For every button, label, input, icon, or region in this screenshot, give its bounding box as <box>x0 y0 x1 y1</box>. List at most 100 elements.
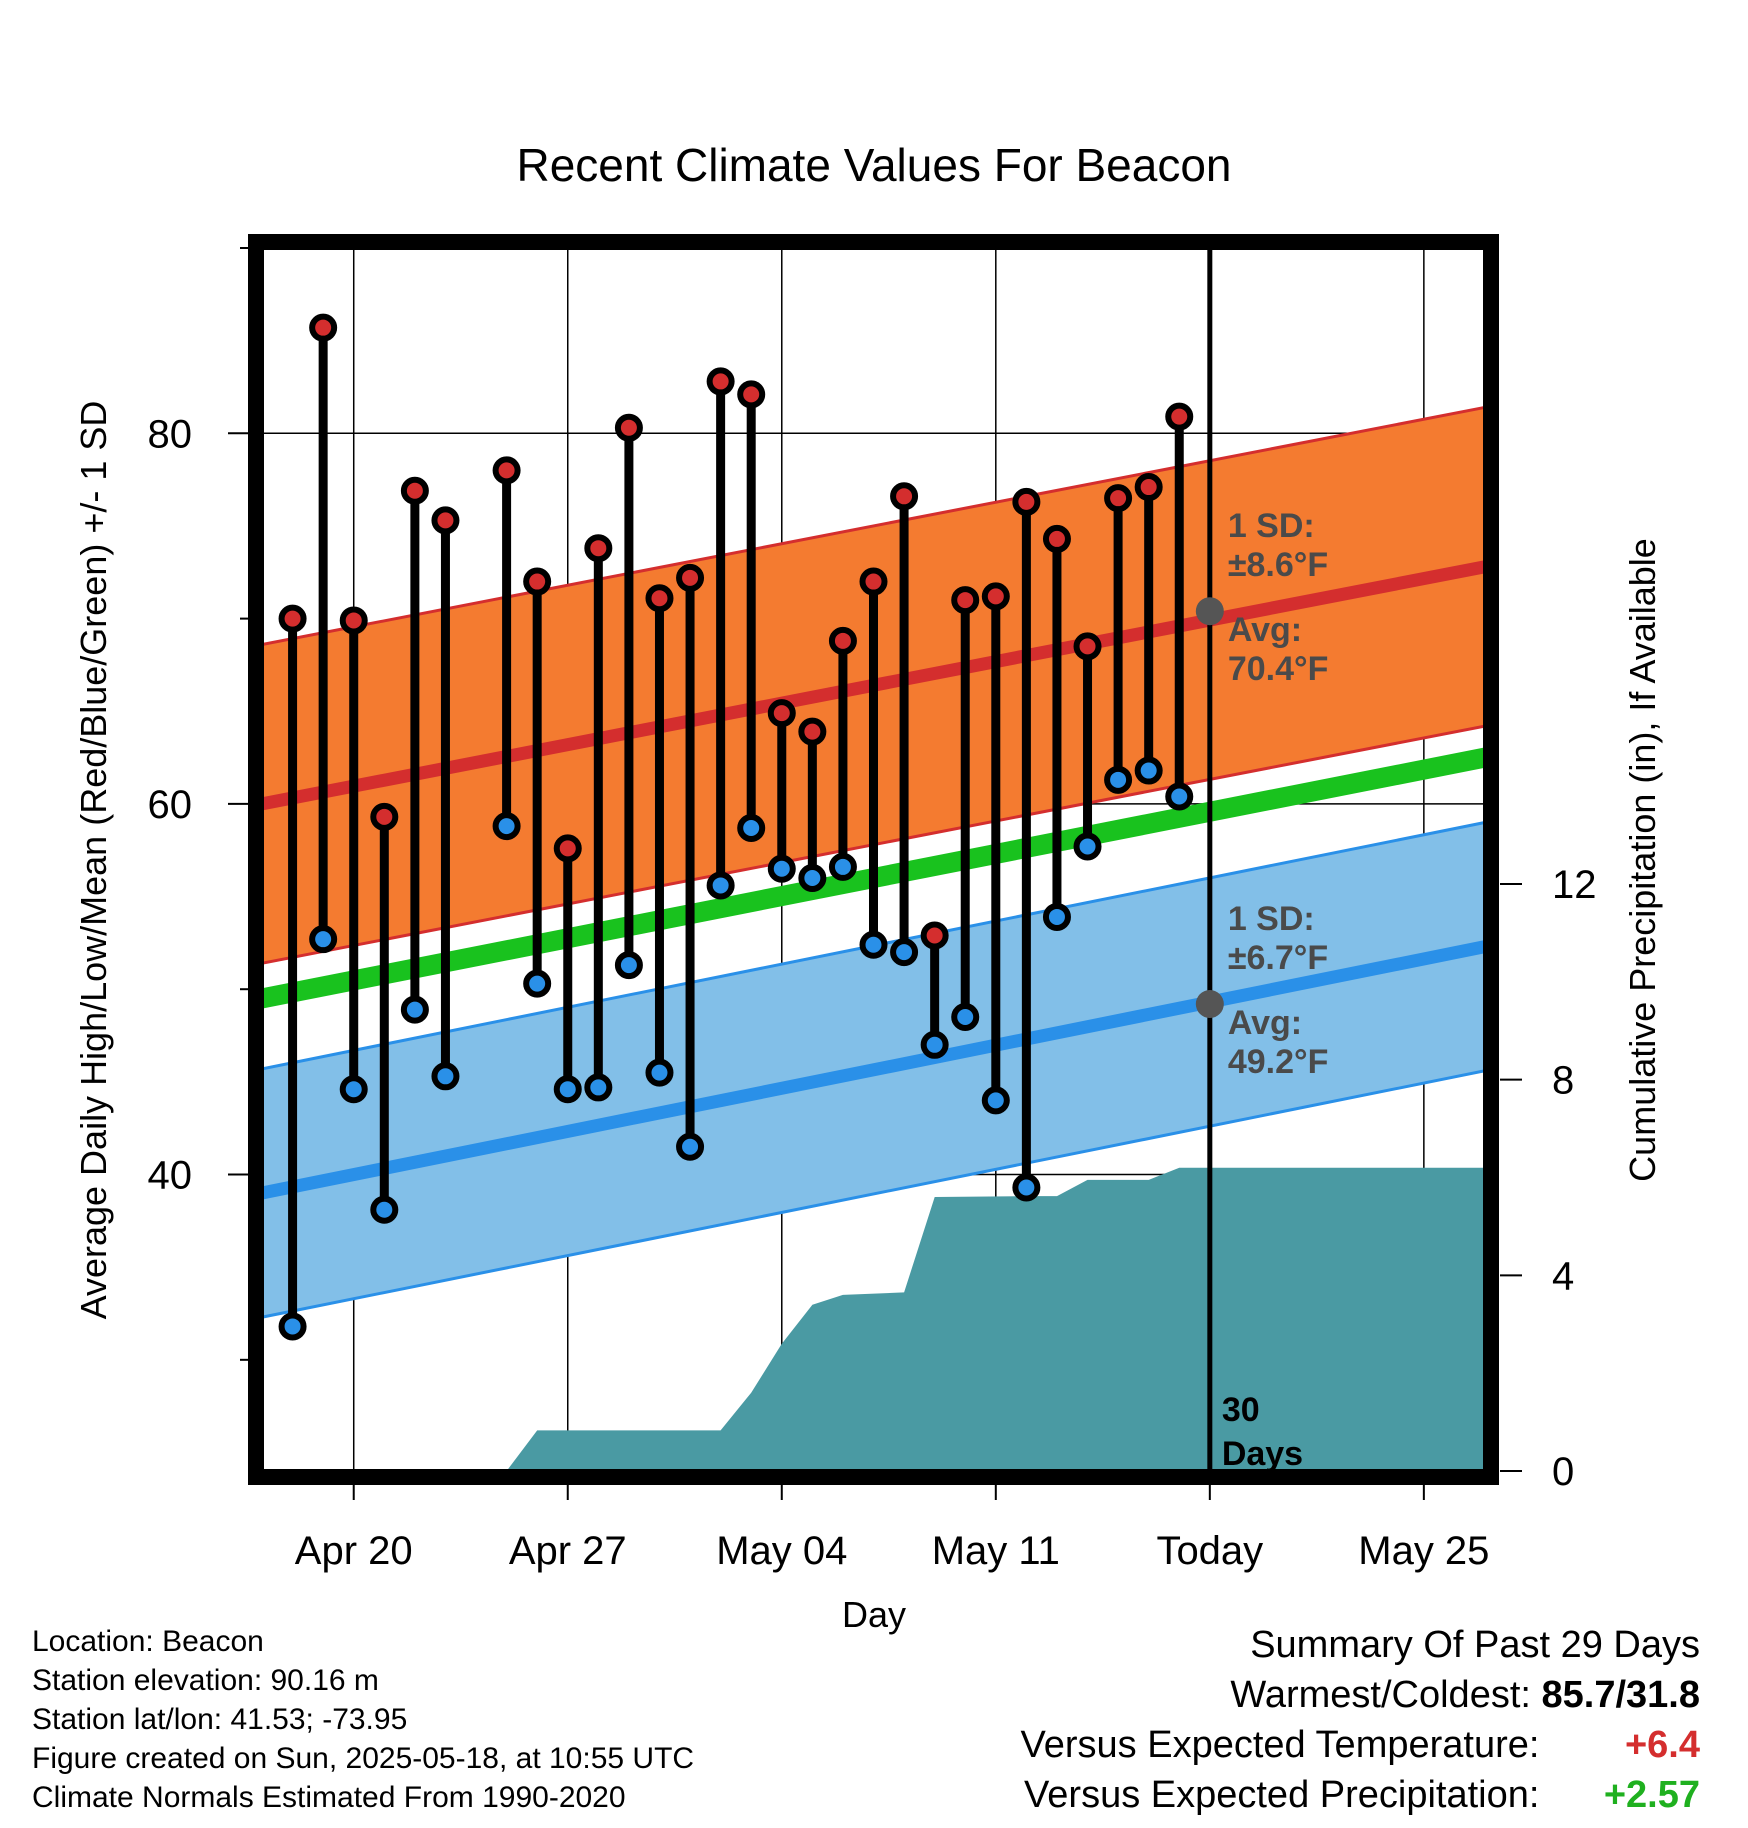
days-label-line: Days <box>1222 1435 1303 1473</box>
elevation-text: Station elevation: 90.16 m <box>32 1664 379 1697</box>
temp-value: +6.4 <box>1624 1724 1700 1766</box>
daily-low-point <box>1042 902 1071 931</box>
y2-axis-label: Cumulative Precipitation (in), If Availa… <box>1622 538 1663 1182</box>
daily-high-point <box>309 313 338 342</box>
daily-low-point <box>1165 782 1194 811</box>
daily-high-point <box>278 604 307 633</box>
daily-high-point <box>828 626 857 655</box>
daily-low-point <box>1073 832 1102 861</box>
daily-high-point <box>951 586 980 615</box>
daily-high-point <box>400 476 429 505</box>
daily-low-point <box>339 1075 368 1104</box>
annotations: 1 SD: ±8.6°F Avg: 70.4°F 1 SD: ±6.7°F Av… <box>1222 507 1329 1473</box>
summary-heading: Summary Of Past 29 Days <box>1250 1624 1700 1666</box>
high-avg-value: 70.4°F <box>1228 650 1329 688</box>
daily-high-point <box>431 506 460 535</box>
daily-high-point <box>1073 632 1102 661</box>
daily-high-point <box>584 534 613 563</box>
x-tick-label: May 25 <box>1358 1529 1489 1573</box>
precip-label: Versus Expected Precipitation: <box>1024 1774 1540 1816</box>
daily-high-point <box>492 456 521 485</box>
y2-tick-label: 4 <box>1552 1254 1574 1298</box>
daily-high-point <box>981 582 1010 611</box>
daily-low-point <box>706 871 735 900</box>
warm-cold-value: 85.7/31.8 <box>1541 1674 1700 1716</box>
summary-temp-row: Versus Expected Temperature: +6.4 <box>1021 1720 1700 1770</box>
y2-tick-label: 12 <box>1552 863 1597 907</box>
precipitation-area <box>506 1167 1485 1471</box>
daily-low-point <box>951 1003 980 1032</box>
daily-low-point <box>1134 756 1163 785</box>
daily-low-point <box>981 1086 1010 1115</box>
latlon-text: Station lat/lon: 41.53; -73.95 <box>32 1703 408 1736</box>
daily-low-point <box>492 812 521 841</box>
summary-precip-row: Versus Expected Precipitation: +2.57 <box>1021 1770 1700 1820</box>
temp-label: Versus Expected Temperature: <box>1020 1724 1540 1766</box>
high-average-marker <box>1195 597 1224 626</box>
daily-low-point <box>370 1195 399 1224</box>
daily-high-point <box>798 717 827 746</box>
daily-low-point <box>920 1030 949 1059</box>
daily-high-point <box>1012 487 1041 516</box>
days-label: 30 Days <box>1222 1391 1303 1473</box>
created-text: Figure created on Sun, 2025-05-18, at 10… <box>32 1742 695 1775</box>
daily-low-point <box>278 1312 307 1341</box>
low-avg-value: 49.2°F <box>1228 1043 1329 1081</box>
daily-high-point <box>523 567 552 596</box>
x-tick-label: May 11 <box>932 1529 1060 1573</box>
daily-low-point <box>584 1073 613 1102</box>
daily-high-point <box>767 699 796 728</box>
plot-area <box>262 248 1485 1471</box>
x-tick-label: Today <box>1156 1529 1263 1573</box>
station-info: Location: Beacon Station elevation: 90.1… <box>32 1622 694 1817</box>
summary-warm-cold-row: Warmest/Coldest: 85.7/31.8 <box>1021 1670 1700 1720</box>
daily-low-point <box>400 995 429 1024</box>
daily-high-point <box>1134 473 1163 502</box>
x-tick-label: May 04 <box>716 1529 847 1573</box>
low-average-marker <box>1195 990 1224 1019</box>
low-avg-label: Avg: <box>1228 1004 1302 1042</box>
daily-high-point <box>920 921 949 950</box>
daily-low-point <box>309 925 338 954</box>
daily-low-point <box>828 852 857 881</box>
daily-low-point <box>798 864 827 893</box>
daily-high-point <box>645 584 674 613</box>
y2-tick-label: 0 <box>1552 1450 1574 1494</box>
daily-low-point <box>890 938 919 967</box>
x-tick-label: Apr 27 <box>509 1529 627 1573</box>
normal-low-line <box>262 940 1485 1200</box>
daily-low-point <box>553 1075 582 1104</box>
chart-title: Recent Climate Values For Beacon <box>516 139 1231 191</box>
low-sd-label: 1 SD: <box>1228 900 1315 938</box>
daily-high-point <box>1165 402 1194 431</box>
daily-high-point <box>737 380 766 409</box>
low-sd-value: ±6.7°F <box>1228 939 1328 977</box>
daily-low-point <box>737 813 766 842</box>
daily-bars <box>278 313 1194 1341</box>
high-avg-label: Avg: <box>1228 611 1302 649</box>
daily-high-point <box>1104 484 1133 513</box>
daily-low-point <box>859 930 888 959</box>
normals-text: Climate Normals Estimated From 1990-2020 <box>32 1781 626 1814</box>
daily-low-point <box>645 1058 674 1087</box>
daily-high-point <box>859 567 888 596</box>
daily-high-point <box>676 563 705 592</box>
daily-high-point <box>614 413 643 442</box>
daily-high-point <box>890 482 919 511</box>
daily-low-point <box>1104 765 1133 794</box>
summary-panel: Summary Of Past 29 Days Warmest/Coldest:… <box>1021 1620 1700 1820</box>
daily-high-point <box>339 606 368 635</box>
y-tick-label: 80 <box>148 412 193 456</box>
daily-high-point <box>553 834 582 863</box>
daily-low-point <box>523 969 552 998</box>
daily-low-point <box>1012 1173 1041 1202</box>
y-tick-label: 40 <box>148 1154 193 1198</box>
days-label-line: 30 <box>1222 1391 1260 1429</box>
daily-low-point <box>767 854 796 883</box>
warm-cold-label: Warmest/Coldest: <box>1230 1674 1531 1716</box>
location-text: Location: Beacon <box>32 1625 264 1658</box>
daily-high-point <box>706 367 735 396</box>
x-tick-label: Apr 20 <box>295 1529 413 1573</box>
y-axis-label: Average Daily High/Low/Mean (Red/Blue/Gr… <box>73 401 114 1320</box>
